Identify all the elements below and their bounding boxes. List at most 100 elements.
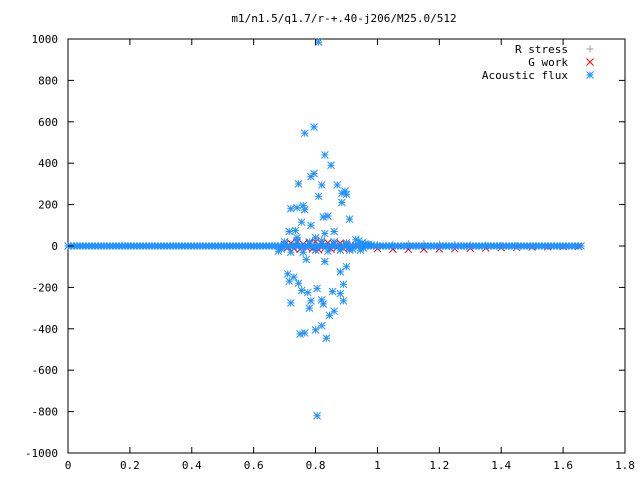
data-point-band [577, 242, 585, 250]
data-point [338, 189, 346, 198]
data-point [286, 299, 295, 307]
data-point [299, 201, 308, 210]
data-point [339, 280, 348, 289]
data-point [325, 311, 334, 320]
data-point [280, 238, 289, 246]
data-point [362, 241, 371, 249]
data-point [336, 289, 345, 298]
data-point [283, 270, 292, 278]
y-axis-ticks: 1000 800 600 400 200 0 -200 -400 -600 -800 -1000 [25, 33, 625, 460]
data-point [300, 329, 309, 337]
data-point [328, 287, 337, 296]
data-point [307, 221, 315, 230]
data-point [286, 204, 295, 213]
y-tick-label: 200 [38, 199, 58, 212]
x-tick-label: 0.2 [120, 459, 140, 472]
data-point [285, 277, 294, 286]
data-point [300, 205, 309, 214]
data-point [351, 235, 360, 244]
x-tick-label: 0.6 [244, 459, 264, 472]
data-point [322, 334, 331, 342]
plot-area [64, 38, 626, 454]
y-tick-label: -1000 [25, 447, 58, 460]
x-tick-label: 1.2 [429, 459, 449, 472]
data-point [311, 233, 320, 242]
y-tick-label: 800 [38, 74, 58, 87]
data-point [317, 236, 326, 245]
data-point [305, 304, 314, 312]
data-point [313, 411, 321, 420]
data-point [299, 248, 308, 257]
data-point [277, 245, 286, 253]
data-point [342, 239, 351, 247]
data-point [336, 246, 345, 254]
data-point [320, 151, 329, 159]
x-tick-label: 1 [374, 459, 381, 472]
data-point [307, 172, 315, 181]
data-point [342, 190, 351, 199]
x-axis-ticks: 0 0.2 0.4 0.6 0.8 1 1.2 1.4 1.6 1.8 [65, 39, 635, 472]
y-tick-label: 600 [38, 116, 58, 129]
data-point [324, 212, 332, 220]
legend-label: G work [528, 56, 568, 69]
y-tick-label: -800 [32, 406, 59, 419]
data-point [305, 238, 314, 246]
data-point [293, 203, 301, 212]
y-tick-label: -600 [32, 364, 59, 377]
data-point [314, 38, 323, 46]
data-point [345, 215, 354, 223]
y-tick-label: 400 [38, 157, 58, 170]
data-point [314, 192, 323, 201]
data-point [327, 161, 335, 170]
data-point [330, 238, 338, 246]
data-point [291, 226, 300, 235]
data-point [303, 288, 312, 297]
legend-marker [586, 45, 594, 53]
data-point [285, 227, 294, 236]
data-point [300, 129, 309, 138]
data-point [317, 181, 326, 189]
legend-marker [586, 58, 594, 66]
data-point [313, 284, 321, 293]
data-point [311, 246, 320, 254]
data-point [317, 321, 326, 330]
data-point [286, 248, 295, 257]
x-tick-label: 1.4 [491, 459, 511, 472]
x-tick-label: 0.4 [182, 459, 202, 472]
y-tick-label: -200 [32, 281, 59, 294]
data-point [307, 297, 315, 305]
data-point [294, 279, 303, 288]
data-point [296, 330, 304, 338]
data-point [319, 213, 328, 221]
data-point [310, 123, 318, 131]
data-point [348, 245, 357, 253]
data-point [297, 218, 306, 227]
data-point [302, 255, 311, 264]
x-tick-label: 0 [65, 459, 72, 472]
legend-label: R stress [515, 43, 568, 56]
data-point [342, 262, 351, 271]
chart-title: m1/n1.5/q1.7/r-+.40-j206/M25.0/512 [231, 12, 456, 25]
y-tick-label: 1000 [32, 33, 59, 46]
data-point [290, 273, 298, 281]
data-point [333, 181, 342, 189]
data-point [330, 227, 338, 236]
data-point [336, 268, 345, 276]
data-point [293, 236, 301, 245]
data-point [319, 300, 328, 308]
x-tick-label: 0.8 [306, 459, 326, 472]
series-acoustic-flux [64, 38, 585, 420]
data-point [297, 286, 306, 295]
y-tick-label: -400 [32, 323, 59, 336]
legend-marker [586, 71, 594, 79]
data-point [339, 297, 348, 305]
data-point [311, 325, 320, 334]
legend-label: Acoustic flux [482, 69, 568, 82]
data-point [320, 229, 329, 238]
x-tick-label: 1.8 [615, 459, 635, 472]
data-point [294, 180, 303, 188]
data-point [324, 247, 332, 256]
y-tick-label: 0 [51, 240, 58, 253]
